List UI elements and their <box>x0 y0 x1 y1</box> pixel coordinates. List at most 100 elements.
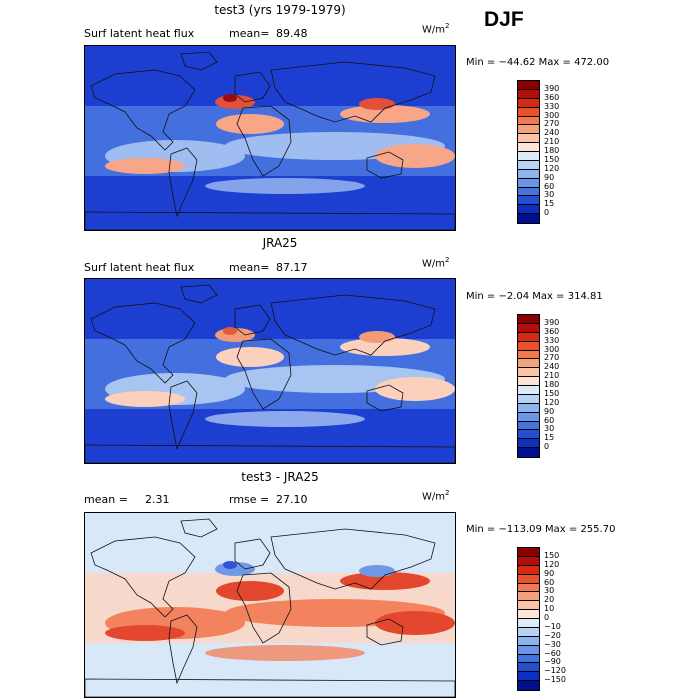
colorbar-swatch <box>518 548 539 557</box>
map-field <box>85 46 455 230</box>
colorbar-swatch <box>518 323 539 333</box>
colorbar-tick-label: 15 <box>544 199 555 209</box>
colorbar-tick-label: 150 <box>544 154 560 164</box>
colorbar-swatch <box>518 315 539 324</box>
coastline <box>85 678 455 697</box>
colorbar-swatch <box>518 214 539 223</box>
colorbar-swatch <box>518 341 539 351</box>
coastline <box>168 380 198 451</box>
colorbar-tick-label: 60 <box>544 415 555 425</box>
colorbar-swatch <box>518 592 539 602</box>
field-blob <box>205 411 365 427</box>
colorbar-swatch <box>518 205 539 215</box>
coastline <box>270 528 436 590</box>
colorbar-labels: 390 360 330 300 270 240 210 180 150 120 90 60 30 15 0 <box>544 80 584 222</box>
colorbar-tick-label: 330 <box>544 335 560 345</box>
field-blob <box>359 98 395 110</box>
field-blob <box>105 158 185 174</box>
colorbar-swatch <box>518 556 539 566</box>
panel-title: JRA25 <box>262 236 298 250</box>
map-plot <box>84 512 456 698</box>
colorbar-tick-label: −30 <box>544 639 561 649</box>
colorbar-tick-label: 120 <box>544 559 560 569</box>
field-blob <box>375 144 455 168</box>
units-label: W/m2 <box>422 489 450 503</box>
colorbar-swatch <box>518 187 539 197</box>
colorbar-tick-label: 15 <box>544 433 555 443</box>
colorbar <box>517 80 540 224</box>
units-label: W/m2 <box>422 22 450 36</box>
colorbar-tick-label: 10 <box>544 604 555 614</box>
coastline <box>90 536 196 618</box>
units-label: W/m2 <box>422 256 450 270</box>
colorbar-swatch <box>518 672 539 682</box>
colorbar-swatch <box>518 368 539 378</box>
colorbar-swatch <box>518 377 539 386</box>
colorbar-swatch <box>518 196 539 206</box>
colorbar-tick-label: 180 <box>544 146 560 155</box>
colorbar-labels: 390 360 330 300 270 240 210 180 150 120 90 60 30 15 0 <box>544 314 584 456</box>
colorbar-swatch <box>518 332 539 342</box>
colorbar-tick-label: 0 <box>544 442 550 452</box>
colorbar-tick-label: −120 <box>544 666 566 676</box>
field-blob <box>216 347 284 367</box>
colorbar-tick-label: 30 <box>544 586 555 596</box>
field-blob <box>216 114 284 134</box>
colorbar-swatch <box>518 116 539 126</box>
colorbar-swatch <box>518 125 539 135</box>
colorbar-swatch <box>518 645 539 655</box>
colorbar-swatch <box>518 169 539 179</box>
colorbar-swatch <box>518 143 539 152</box>
colorbar-swatch <box>518 619 539 628</box>
mean-label: mean= <box>229 27 270 40</box>
colorbar-tick-label: 300 <box>544 344 560 354</box>
coastline <box>180 284 218 304</box>
variable-label: Surf latent heat flux <box>84 27 195 40</box>
mean-label: mean= <box>229 261 270 274</box>
colorbar-tick-label: 270 <box>544 119 560 129</box>
coastline <box>168 147 198 218</box>
field-blob <box>223 94 237 102</box>
colorbar-tick-label: 60 <box>544 577 555 587</box>
colorbar-tick-label: 150 <box>544 388 560 398</box>
colorbar-swatch <box>518 134 539 144</box>
colorbar-tick-label: 0 <box>544 208 550 218</box>
colorbar-swatch <box>518 636 539 646</box>
colorbar-swatch <box>518 89 539 99</box>
colorbar-tick-label: 210 <box>544 371 560 381</box>
colorbar-swatch <box>518 654 539 664</box>
field-blob <box>223 561 237 569</box>
colorbar-tick-label: 90 <box>544 406 555 416</box>
field-blob <box>375 377 455 401</box>
colorbar-tick-label: 120 <box>544 163 560 173</box>
coastline <box>234 304 271 336</box>
coastline <box>366 618 404 646</box>
colorbar-tick-label: 210 <box>544 137 560 147</box>
colorbar-tick-label: 360 <box>544 92 560 102</box>
colorbar-swatch <box>518 107 539 117</box>
map-field <box>85 513 455 697</box>
colorbar-swatch <box>518 403 539 413</box>
colorbar <box>517 547 540 691</box>
colorbar-swatch <box>518 439 539 449</box>
colorbar-swatch <box>518 430 539 440</box>
colorbar-swatch <box>518 448 539 457</box>
coastline <box>236 572 292 644</box>
colorbar-swatch <box>518 412 539 422</box>
coastline <box>234 71 271 103</box>
colorbar-tick-label: 90 <box>544 568 555 578</box>
coastline <box>85 444 455 463</box>
panel-title: test3 - JRA25 <box>241 470 319 484</box>
coastline <box>85 211 455 230</box>
coastline <box>168 614 198 685</box>
map-plot <box>84 278 456 464</box>
minmax-label: Min = −2.04 Max = 314.81 <box>466 291 603 302</box>
coastline <box>270 61 436 123</box>
panel-title: test3 (yrs 1979-1979) <box>214 3 346 17</box>
colorbar-tick-label: 240 <box>544 128 560 138</box>
colorbar-tick-label: 30 <box>544 190 555 200</box>
field-blob <box>359 565 395 577</box>
mean-value: 2.31 <box>145 493 170 506</box>
field-blob <box>216 581 284 601</box>
colorbar-tick-label: 360 <box>544 326 560 336</box>
